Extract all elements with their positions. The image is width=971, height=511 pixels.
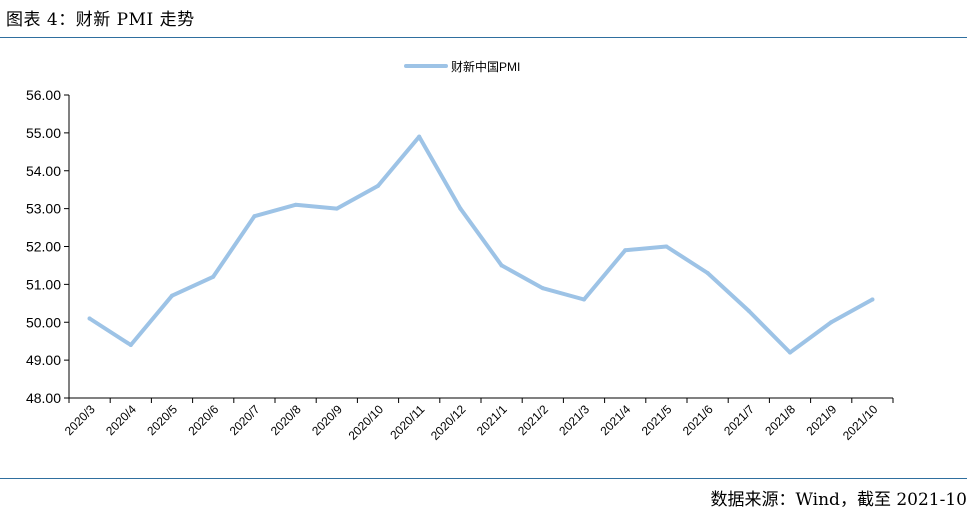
data-point <box>87 316 92 321</box>
data-point <box>128 342 133 347</box>
x-tick-label: 2020/8 <box>268 402 304 438</box>
x-tick-label: 2021/6 <box>680 402 716 438</box>
data-point <box>334 206 339 211</box>
data-point <box>705 271 710 276</box>
x-tick-label: 2020/10 <box>346 402 387 443</box>
data-point <box>376 183 380 188</box>
legend-label: 财新中国PMI <box>451 59 520 74</box>
data-point <box>540 286 545 291</box>
x-tick-label: 2020/7 <box>227 402 263 438</box>
axes <box>68 95 893 399</box>
x-tick-label: 2021/9 <box>803 402 839 438</box>
source-text: Wind，截至 2021-10 <box>795 490 968 510</box>
x-tick-label: 2020/5 <box>144 402 180 438</box>
data-point <box>499 263 504 268</box>
x-axis-ticks: 2020/3 2020/4 2020/5 2020/6 2020/7 2020/8 2020… <box>62 398 894 443</box>
x-tick-label: 2020/3 <box>62 402 98 438</box>
x-tick-label: 2021/2 <box>515 402 551 438</box>
y-tick-label: 48.00 <box>26 390 61 406</box>
x-tick-label: 2021/1 <box>474 402 510 438</box>
y-tick-label: 56.00 <box>26 87 61 103</box>
x-tick-label: 2020/6 <box>185 402 221 438</box>
x-tick-label: 2020/4 <box>103 402 139 438</box>
data-point <box>788 350 792 355</box>
data-point <box>582 297 586 302</box>
y-tick-label: 50.00 <box>26 314 61 330</box>
data-point <box>664 244 669 249</box>
x-tick-label: 2021/10 <box>840 402 881 443</box>
data-point <box>211 274 216 279</box>
source-note: 数据来源：Wind，截至 2021-10 <box>711 485 968 510</box>
source-label: 数据来源： <box>710 490 796 510</box>
data-point <box>746 308 751 313</box>
x-tick-label: 2021/5 <box>639 402 675 438</box>
chart-legend: 财新中国PMI <box>404 59 520 74</box>
data-points <box>87 134 875 355</box>
y-tick-label: 53.00 <box>26 201 61 217</box>
x-tick-label: 2021/3 <box>556 402 592 438</box>
x-tick-label: 2021/7 <box>721 402 757 438</box>
data-point <box>417 134 422 139</box>
x-tick-label: 2020/12 <box>428 402 469 443</box>
x-tick-label: 2021/4 <box>597 402 633 438</box>
top-divider <box>0 37 967 38</box>
x-tick-label: 2021/8 <box>762 402 798 438</box>
x-tick-label: 2020/9 <box>309 402 345 438</box>
data-point <box>623 248 628 253</box>
y-tick-label: 51.00 <box>26 276 61 292</box>
data-point <box>170 293 174 298</box>
y-tick-label: 54.00 <box>26 163 61 179</box>
y-tick-label: 55.00 <box>26 125 61 141</box>
bottom-divider <box>0 478 967 479</box>
data-point <box>870 297 875 302</box>
series-line <box>87 134 875 355</box>
figure-title: 图表 4：财新 PMI 走势 <box>6 10 195 30</box>
data-point <box>252 214 257 219</box>
pmi-line-chart: 财新中国PMI 48.00 49.00 50.00 51.00 52.00 53.00 54… <box>26 59 894 443</box>
data-point <box>829 320 834 325</box>
y-axis-ticks: 48.00 49.00 50.00 51.00 52.00 53.00 54.00 55.00… <box>26 87 69 406</box>
data-point <box>293 202 298 207</box>
y-tick-label: 52.00 <box>26 239 61 255</box>
x-tick-label: 2020/11 <box>387 402 427 442</box>
data-point <box>458 206 463 211</box>
y-tick-label: 49.00 <box>26 352 61 368</box>
